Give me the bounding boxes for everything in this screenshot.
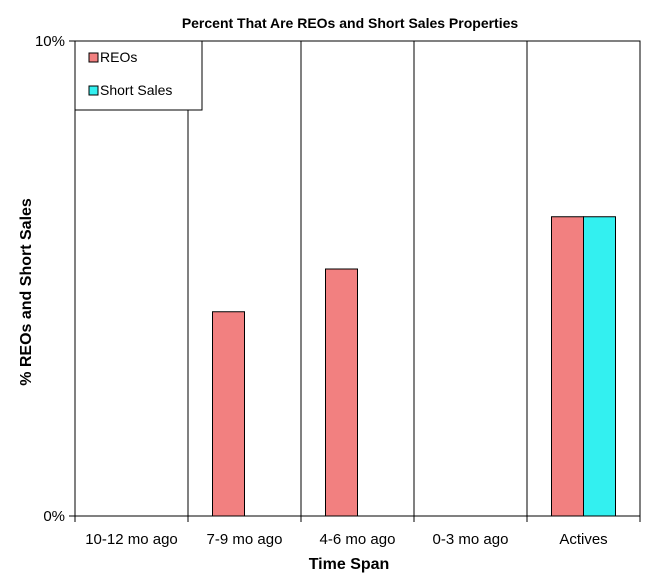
legend-swatch (88, 85, 99, 96)
x-tick-label: 10-12 mo ago (85, 531, 178, 548)
legend-swatch (88, 52, 99, 63)
chart-title: Percent That Are REOs and Short Sales Pr… (182, 15, 519, 31)
bar-reos (212, 311, 245, 517)
y-tick-label: 0% (43, 508, 65, 525)
y-tick-label: 10% (35, 33, 65, 50)
x-tick-label: Actives (559, 531, 607, 548)
legend-label: REOs (100, 49, 137, 65)
legend-label: Short Sales (100, 82, 172, 98)
bar-reos (551, 216, 584, 517)
x-tick-label: 0-3 mo ago (433, 531, 509, 548)
x-tick-label: 4-6 mo ago (320, 531, 396, 548)
legend: REOs Short Sales (74, 40, 203, 111)
x-tick-label: 7-9 mo ago (207, 531, 283, 548)
legend-box (74, 40, 203, 111)
x-axis-title: Time Span (309, 556, 390, 573)
y-axis-title: % REOs and Short Sales (18, 198, 35, 386)
bar-reos (325, 268, 358, 517)
bar-short-sales (583, 216, 616, 517)
